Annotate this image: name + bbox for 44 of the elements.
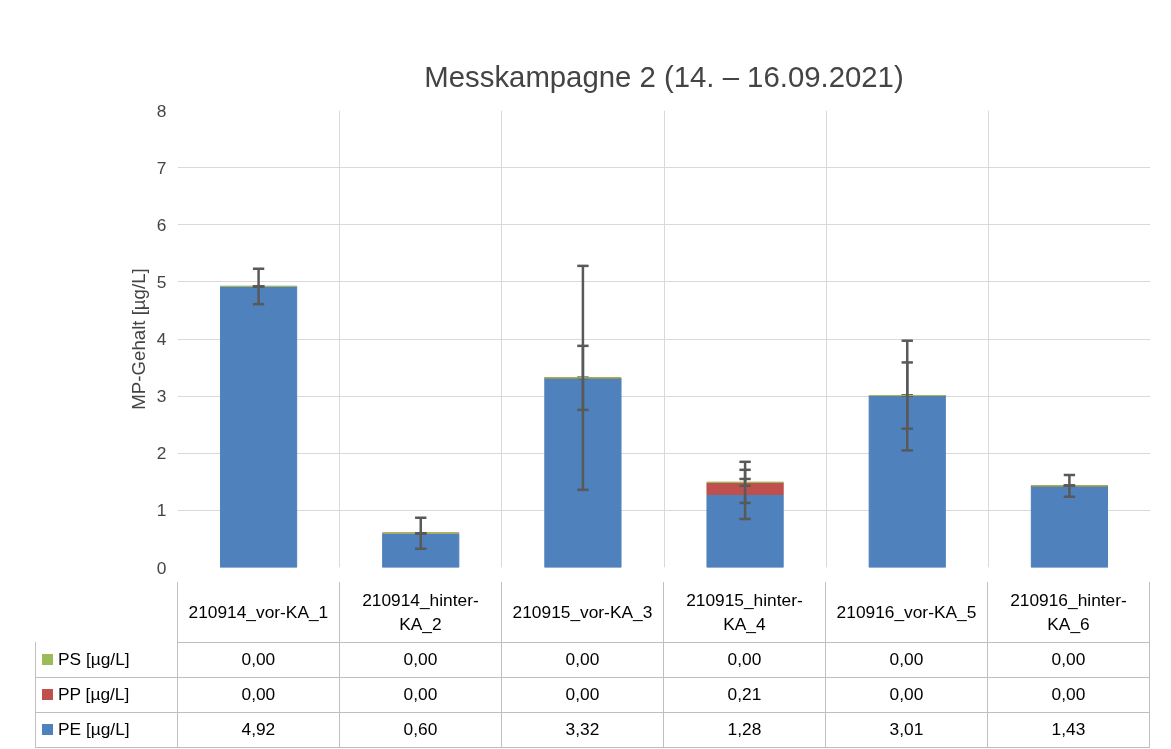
y-tick-label: 1 <box>156 500 167 521</box>
x-tick-label: 210915_vor-KA_3 <box>501 582 664 642</box>
data-label: 3,01 <box>825 712 988 747</box>
data-label: 0,21 <box>663 677 826 712</box>
bar <box>868 395 946 568</box>
bar <box>544 377 622 568</box>
y-tick-label: 4 <box>156 329 167 349</box>
data-label: 3,32 <box>501 712 664 747</box>
legend-label: PP [µg/L] <box>35 677 178 712</box>
data-label: 0,00 <box>663 642 826 677</box>
data-label: 0,00 <box>339 642 502 677</box>
y-tick-label: 5 <box>156 271 167 292</box>
data-label: 0,00 <box>177 642 340 677</box>
y-axis-title: MP-Gehalt [µg/L] <box>127 268 149 410</box>
chart-title: Messkampagne 2 (14. – 16.09.2021) <box>424 60 904 93</box>
data-label: 0,00 <box>501 642 664 677</box>
data-label: 0,00 <box>339 677 502 712</box>
data-label: 0,00 <box>987 642 1150 677</box>
bar <box>219 285 298 568</box>
data-label: 0,60 <box>339 712 502 747</box>
x-tick-label: 210916_vor-KA_5 <box>825 582 988 642</box>
legend-label: PS [µg/L] <box>35 642 178 677</box>
data-label: 4,92 <box>177 712 340 747</box>
y-tick-label: 0 <box>156 557 167 578</box>
bar <box>382 532 460 568</box>
x-tick-label: 210914_vor-KA_1 <box>177 582 340 642</box>
data-label: 0,00 <box>987 677 1150 712</box>
bar <box>706 493 784 568</box>
x-tick-label: 210916_hinter-KA_6 <box>987 582 1150 642</box>
data-label: 0,00 <box>825 677 988 712</box>
y-tick-label: 8 <box>156 100 167 121</box>
data-label: 0,00 <box>177 677 340 712</box>
data-label: 0,00 <box>825 642 988 677</box>
y-tick-label: 6 <box>156 214 167 235</box>
y-tick-label: 2 <box>156 443 167 464</box>
legend-label: PE [µg/L] <box>35 712 178 747</box>
y-tick-label: 7 <box>156 157 167 178</box>
data-label: 1,28 <box>663 712 826 747</box>
x-tick-label: 210915_hinter-KA_4 <box>663 582 826 642</box>
data-label: 0,00 <box>501 677 664 712</box>
x-tick-label: 210914_hinter-KA_2 <box>339 582 502 642</box>
y-tick-label: 3 <box>156 386 167 407</box>
bar <box>1030 485 1109 568</box>
data-label: 1,43 <box>987 712 1150 747</box>
